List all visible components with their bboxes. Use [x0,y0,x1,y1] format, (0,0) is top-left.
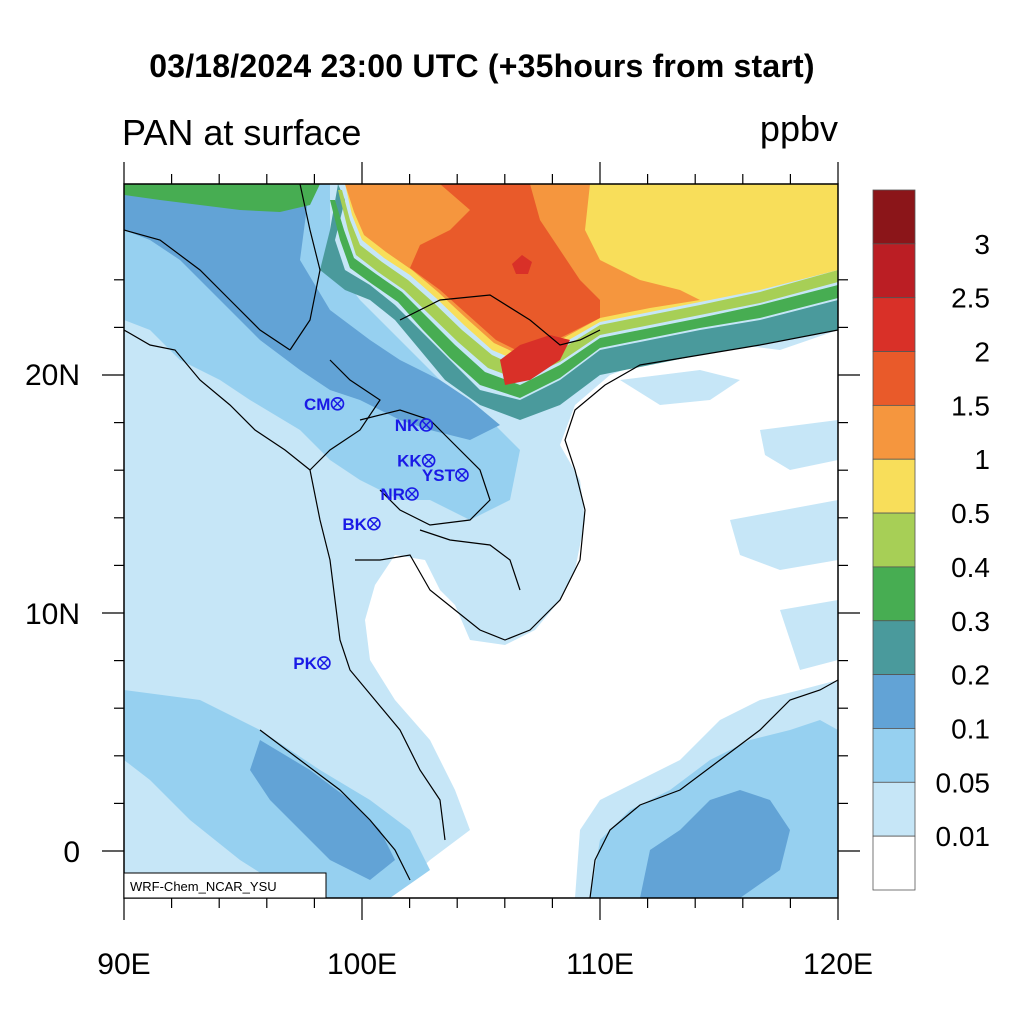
colorbar-label: 1.5 [951,390,990,421]
colorbar-swatch [872,404,916,460]
model-label-box [123,872,327,899]
colorbar-swatch [872,297,916,352]
station-symbol [330,396,345,411]
axis-ticks [102,162,860,920]
offshore-patch [730,500,838,570]
colorbar-label: 0.01 [936,821,991,852]
station-symbol-cross [319,658,329,668]
station-symbol [421,453,436,468]
station-label: YST [422,466,456,485]
station-marker: PK [293,654,331,673]
station-label: NK [395,416,420,435]
colorbar-swatch [872,243,916,299]
station-label: CM [304,395,330,414]
colorbar-swatch [872,728,916,783]
colorbar-label: 0.5 [951,498,990,529]
station-marker: NK [395,416,434,435]
coastlines [124,184,838,898]
lat-tick-label: 10N [25,598,80,631]
map-frame [123,183,839,899]
colorbar-swatch [872,835,916,891]
station-symbol-cross [457,470,467,480]
colorbar-label: 0.4 [951,552,990,583]
colorbar-swatch [872,674,916,729]
station-symbol-cross [332,399,342,409]
borneo-dark [640,790,790,898]
station-symbol-cross [421,420,431,430]
model-label: WRF-Chem_NCAR_YSU [130,879,277,894]
colorbar-label: 0.05 [936,767,991,798]
teal-band [124,184,838,420]
station-symbol-cross [407,489,417,499]
green-band [330,200,838,398]
station-marker: YST [422,466,469,485]
station-label: BK [342,515,367,534]
colorbar-label: 3 [974,229,990,260]
colorbar-swatch [872,189,916,245]
colorbar: 0.01 0.05 0.1 0.2 0.3 0.4 0.5 1 1.5 2 2.5 3 [872,189,991,891]
station-marker: KK [397,452,436,471]
map-plot [124,184,838,898]
colorbar-swatch [872,512,916,568]
colorbar-swatch [872,458,916,514]
lon-tick-label: 90E [97,948,150,981]
lon-tick-label: 120E [803,948,873,981]
station-symbol-cross [424,456,434,466]
colorbar-label: 0.2 [951,660,990,691]
lat-tick-label: 20N [25,359,80,392]
offshore-patch [760,420,838,470]
lon-tick-label: 110E [566,948,634,981]
station-marker: BK [342,515,381,534]
lat-tick-label: 0 [63,836,80,869]
station-symbol [317,656,331,670]
green-band-west [124,184,320,212]
colorbar-label: 0.3 [951,606,990,637]
station-symbol [455,468,469,482]
red-core [500,335,570,385]
station-symbol [419,418,434,432]
station-symbol [405,487,419,501]
map-title: 03/18/2024 23:00 UTC (+35hours from star… [149,48,815,84]
colorbar-label: 1 [974,444,990,475]
colorbar-swatch [872,566,916,622]
colorbar-label: 2.5 [951,283,990,314]
station-marker: CM [304,395,345,414]
red-spot [512,255,532,274]
peninsula-dark [250,740,395,880]
colorbar-label: 2 [974,337,990,368]
station-label: PK [293,654,317,673]
red-orange-region [410,184,600,352]
yellowgreen-band [338,190,838,380]
station-symbol [367,516,381,531]
offshore-patch [620,370,740,405]
units-label: ppbv [759,108,838,149]
station-label: NR [380,485,405,504]
lon-tick-label: 100E [327,948,397,981]
colorbar-swatch [872,620,916,676]
variable-label: PAN at surface [122,112,362,153]
colorbar-swatch [872,781,916,837]
station-symbol-cross [369,519,379,529]
offshore-patch [780,600,838,670]
station-label: KK [397,452,422,471]
colorbar-label: 0.1 [951,713,990,744]
station-marker: NR [380,485,419,504]
colorbar-swatch [872,351,916,406]
